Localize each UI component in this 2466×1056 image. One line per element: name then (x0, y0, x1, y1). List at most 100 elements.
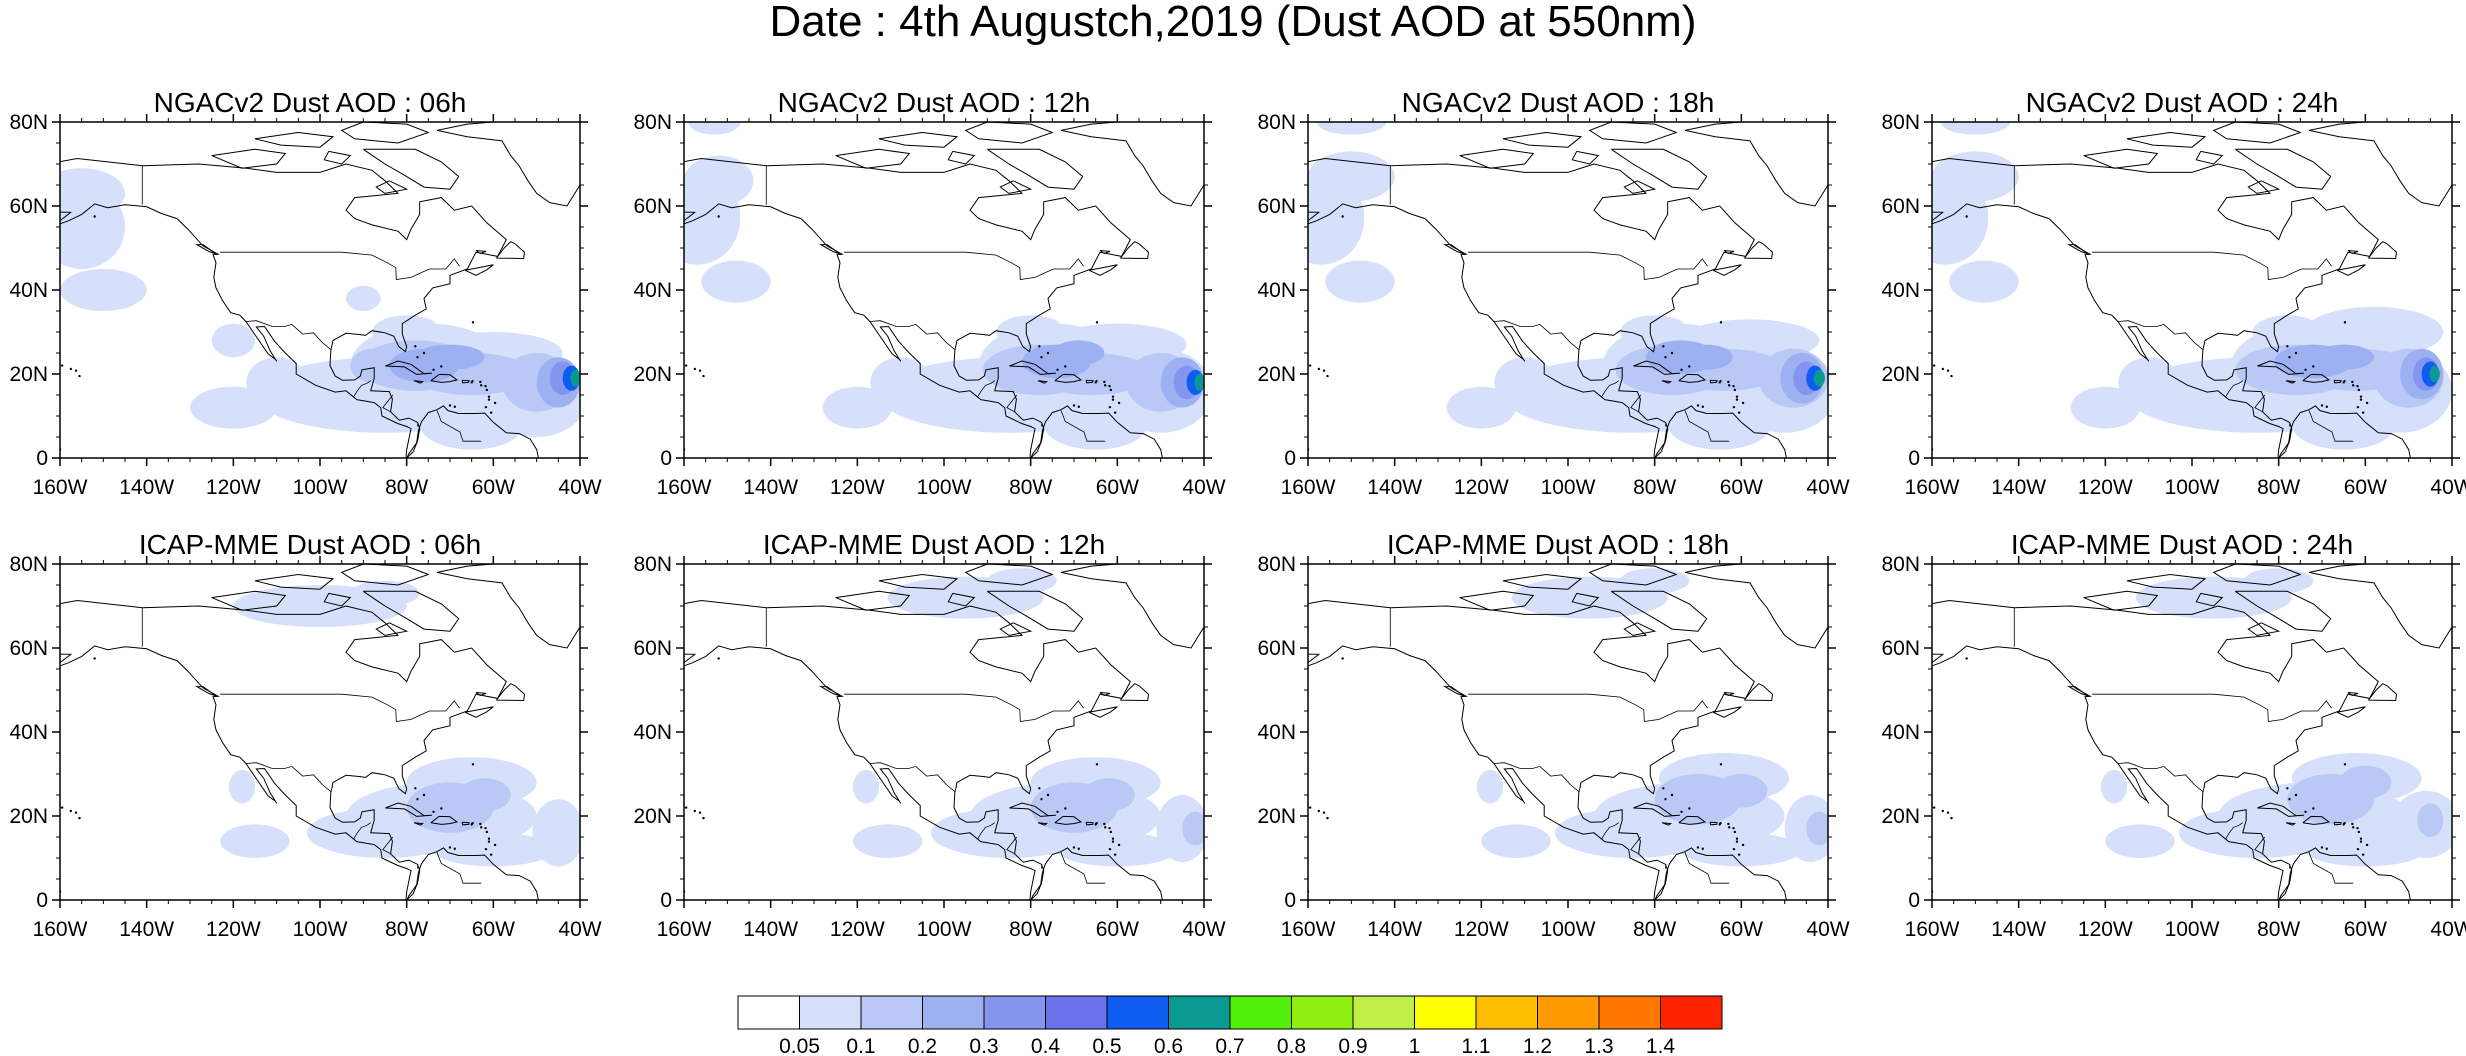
panel-title: ICAP-MME Dust AOD : 12h (762, 529, 1106, 560)
lon-tick-label: 140W (119, 476, 174, 499)
small-island (1892, 676, 1894, 678)
coastline-island (2067, 244, 2089, 255)
coastline-island (878, 573, 959, 590)
small-island (2320, 846, 2324, 849)
small-island (693, 809, 697, 813)
aod-contour-level-2 (1182, 811, 1204, 846)
coastline-island (1623, 622, 1657, 636)
small-island (78, 374, 81, 378)
coastline-island (2247, 622, 2281, 636)
colorbar-label: 0.6 (1154, 1035, 1183, 1056)
small-island (1108, 405, 1112, 409)
small-island (1741, 401, 1745, 405)
lon-tick-label: 100W (2165, 476, 2220, 499)
country-border (1467, 693, 1708, 722)
small-island (2359, 395, 2363, 398)
country-border (2091, 251, 2332, 280)
coastline-island (254, 131, 335, 148)
small-island (2304, 368, 2307, 371)
coastline-island (1054, 815, 1083, 825)
map-panel-icap-24h: ICAP-MME Dust AOD : 24h 0 20N 40N 60N 80N 160W… (1872, 530, 2466, 950)
coastlines (1892, 564, 2452, 900)
coastline-island (195, 686, 217, 697)
small-island (2294, 793, 2298, 797)
lon-tick-label: 100W (293, 918, 348, 941)
coastline-island (1661, 822, 1673, 826)
small-island (1072, 846, 1076, 849)
coastline-island (2302, 373, 2331, 383)
small-island (702, 374, 705, 378)
small-island (1732, 826, 1735, 830)
aod-contour-level-1 (346, 285, 381, 311)
aod-contour-level-3 (2313, 344, 2374, 370)
lat-tick-label: 0 (660, 447, 672, 470)
coastline-island (1571, 150, 1600, 165)
lon-tick-label: 80W (1633, 476, 1676, 499)
small-island (33, 230, 35, 232)
panel-title: NGACv2 Dust AOD : 12h (777, 87, 1091, 118)
small-island (1268, 676, 1270, 678)
colorbar-label: 0.7 (1215, 1035, 1244, 1056)
small-island (484, 826, 487, 830)
small-island (453, 847, 456, 850)
coastline-island (1088, 264, 1118, 276)
country-border (245, 762, 332, 792)
small-island (1735, 840, 1739, 843)
small-island (2294, 351, 2298, 355)
coastline-island (2368, 241, 2398, 260)
small-island (2288, 356, 2291, 359)
coastline-island (1633, 360, 1680, 375)
lat-tick-label: 60N (9, 637, 48, 660)
country-border (2117, 762, 2204, 792)
lon-tick-label: 140W (1991, 918, 2046, 941)
small-island (1680, 368, 1683, 371)
lon-tick-label: 120W (830, 476, 885, 499)
country-border (843, 251, 1084, 280)
small-island (74, 811, 78, 814)
colorbar-swatch (737, 995, 800, 1030)
aod-contour-level-1 (1680, 832, 1802, 867)
country-border (2308, 852, 2354, 884)
coastline-island (195, 244, 217, 255)
small-island (1111, 395, 1115, 398)
coastlines (60, 564, 580, 900)
aod-contour-level-1 (1481, 824, 1551, 858)
aod-contour-level-1 (432, 832, 554, 867)
small-island (1932, 364, 1936, 367)
small-island (1688, 365, 1691, 368)
small-island (644, 234, 646, 236)
aod-contour-level-7 (570, 369, 580, 387)
coastline-north-america (1308, 157, 1755, 458)
aod-contour-level-1 (2244, 568, 2314, 594)
panel-title: ICAP-MME Dust AOD : 18h (1386, 529, 1730, 560)
small-island (422, 351, 426, 355)
lat-tick-label: 80N (1257, 553, 1296, 576)
coastline-island (1709, 379, 1718, 384)
coastline-island (496, 683, 526, 702)
map-panel-icap-18h: ICAP-MME Dust AOD : 18h 0 20N 40N 60N 80N 160W… (1248, 530, 1868, 950)
colorbar-label: 1.1 (1461, 1035, 1490, 1056)
lat-tick-label: 60N (633, 637, 672, 660)
small-island (1113, 411, 1117, 414)
coastline-island (1744, 683, 1774, 702)
small-island (1719, 321, 1723, 324)
lat-tick-label: 60N (1881, 637, 1920, 660)
aod-contour-level-1 (60, 168, 125, 219)
lon-tick-label: 80W (385, 476, 428, 499)
lon-tick-label: 80W (1009, 918, 1052, 941)
coastline-island (461, 821, 470, 826)
country-border (1493, 320, 1580, 350)
small-island (2286, 345, 2289, 348)
small-island (414, 345, 417, 348)
small-island (1104, 384, 1107, 387)
small-island (1255, 678, 1257, 680)
coastline-island (1723, 692, 1735, 697)
coastline-island (430, 815, 459, 825)
small-island (698, 369, 702, 372)
panel-title: ICAP-MME Dust AOD : 06h (138, 529, 482, 560)
small-island (440, 807, 443, 810)
small-island (1326, 374, 1329, 378)
coastline-island (1085, 379, 1094, 384)
aod-contour-level-1 (853, 824, 923, 858)
small-island (1733, 830, 1737, 834)
